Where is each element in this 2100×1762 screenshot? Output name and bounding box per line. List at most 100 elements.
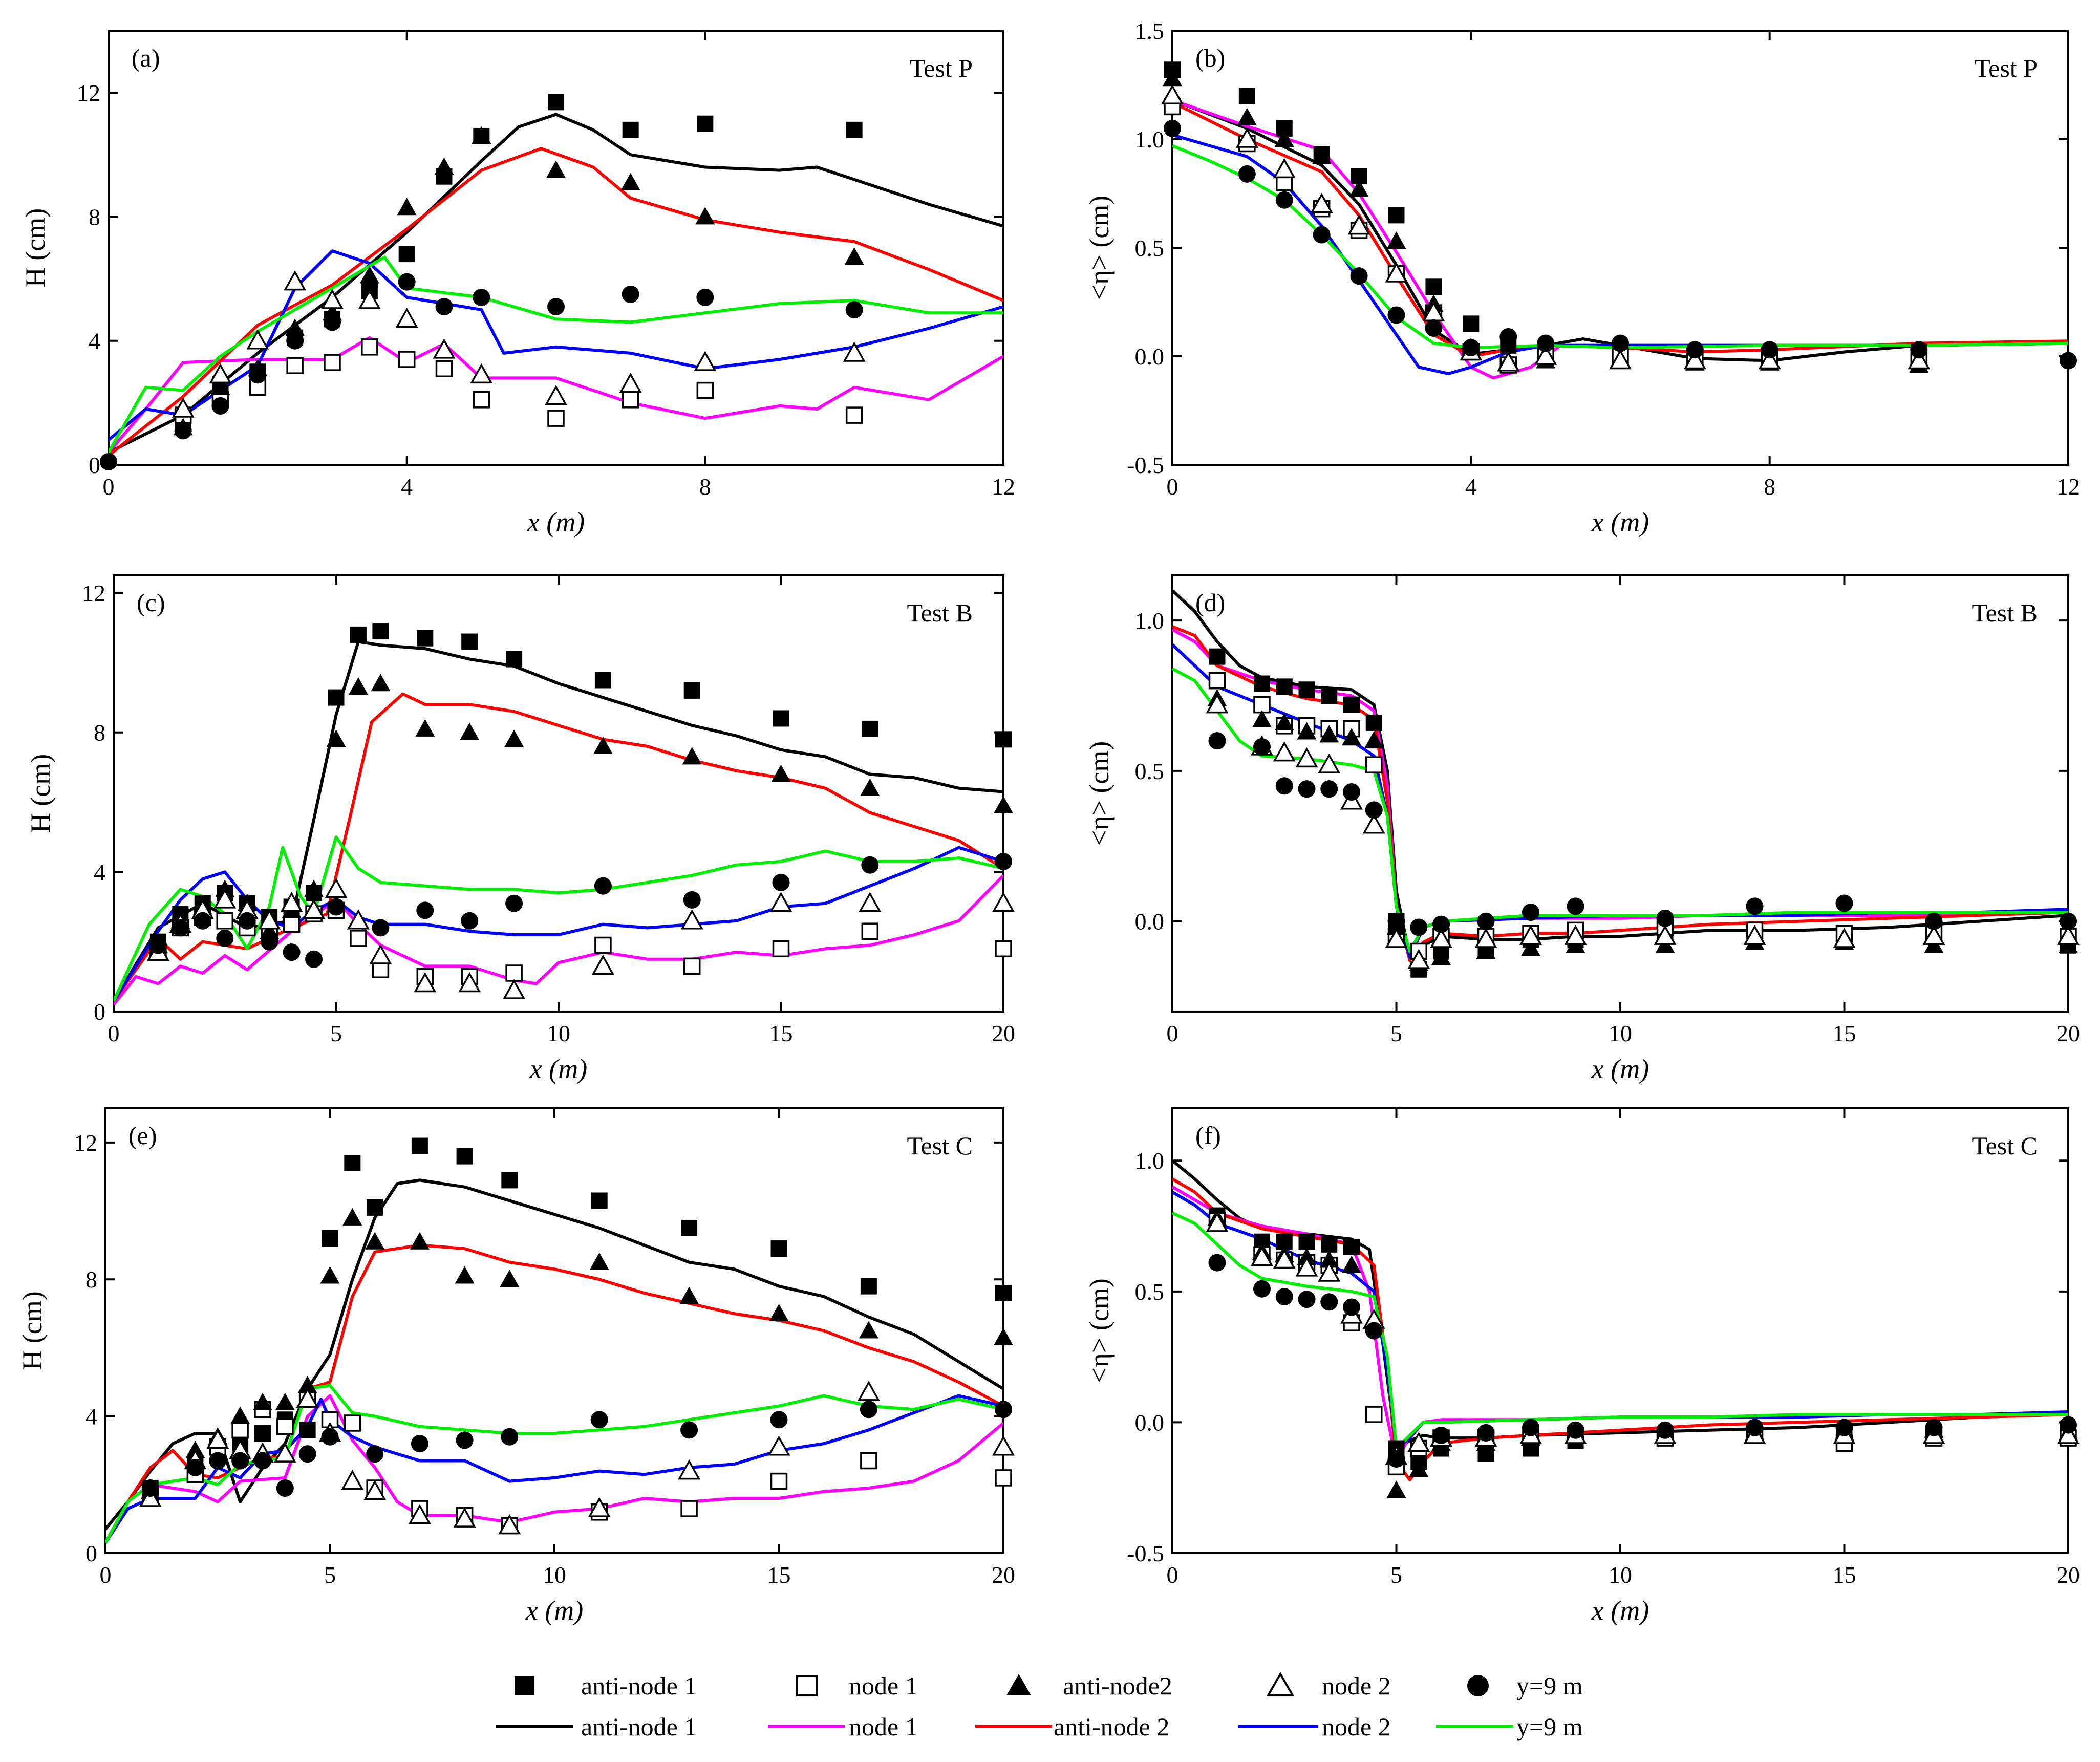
panel-f-point-node-2 — [2057, 1424, 2080, 1444]
panel-c-point-anti-node2 — [682, 747, 702, 765]
legend-y9-label: y=9 m — [1516, 1671, 1583, 1700]
panel-c-point-node-2 — [213, 888, 237, 909]
panel-e-point-anti-node-1 — [770, 1240, 787, 1257]
panel-e-point-node-1 — [995, 1469, 1012, 1487]
panel-d-point-anti-node2 — [1274, 713, 1294, 730]
panel-c-point-node-2 — [859, 892, 882, 912]
legend-anti-node2-marker — [1006, 1674, 1031, 1695]
panel-e-tag: (e) — [128, 1121, 157, 1150]
panel-b-point-y-9-m — [1686, 341, 1704, 359]
panel-b-xtick-label: 4 — [1465, 474, 1477, 500]
panel-f-point-y-9-m — [1567, 1421, 1584, 1439]
panel-d-xtick-label: 5 — [1390, 1020, 1402, 1046]
panel-d-point-anti-node-1 — [1276, 678, 1293, 695]
panel-b-point-anti-node2 — [1274, 130, 1294, 147]
panel-b-point-anti-node2 — [1163, 69, 1182, 87]
panel-f-point-node-2 — [1407, 1431, 1430, 1452]
legend: anti-node 1 node 1 anti-node2 node 2 y=9… — [496, 1671, 1583, 1741]
panel-d-point-y-9-m — [1925, 912, 1943, 930]
panel-e-point-node-1 — [276, 1417, 294, 1435]
panel-e-ytick-label: 0 — [85, 1540, 97, 1566]
panel-e-markers — [139, 1137, 1015, 1535]
panel-a-point-anti-node-1 — [548, 94, 564, 111]
panel-e-xtick-label: 20 — [992, 1562, 1015, 1588]
panel-f-point-anti-node2 — [1386, 1480, 1406, 1498]
panel-d-point-y-9-m — [1477, 912, 1495, 930]
panel-c-point-y-9-m — [505, 894, 523, 912]
panel-b-ytick-label: 1.5 — [1135, 18, 1165, 44]
panel-f-xtick-label: 10 — [1609, 1562, 1632, 1588]
panel-c-point-node-2 — [303, 898, 326, 919]
panel-a-line-anti-node-2 — [109, 147, 1003, 457]
panel-c-point-y-9-m — [238, 912, 256, 930]
panel-e-point-y-9-m — [411, 1435, 428, 1453]
panel-f-xtick-label: 20 — [2056, 1562, 2080, 1588]
panel-e-point-anti-node-1 — [591, 1192, 608, 1209]
panel-c-point-y-9-m — [149, 936, 167, 954]
panel-e-point-anti-node2 — [230, 1406, 250, 1424]
panel-e-point-anti-node-1 — [501, 1172, 518, 1189]
panel-f-point-y-9-m — [1298, 1291, 1316, 1308]
panel-e-point-node-2 — [206, 1428, 229, 1449]
panel-f-point-y-9-m — [1253, 1280, 1271, 1298]
panel-f-point-node-2 — [1273, 1248, 1296, 1269]
panel-d-xtick-label: 15 — [1833, 1020, 1856, 1046]
panel-a-point-y-9-m — [696, 288, 714, 306]
panel-b-point-anti-node-1 — [1425, 278, 1442, 295]
panel-e-point-anti-node2 — [365, 1232, 385, 1250]
panel-c-point-anti-node-1 — [350, 626, 367, 643]
panel-d: 0 5 10 15 20 0.0 0.5 1.0 x (m) <η> (cm) (d) Test B — [1084, 574, 2080, 1084]
panel-d-point-anti-node2 — [1476, 941, 1496, 959]
panel-e-point-anti-node2 — [252, 1392, 272, 1410]
panel-d-point-anti-node2 — [1252, 710, 1272, 728]
panel-b-point-anti-node2 — [1237, 108, 1257, 125]
panel-d-point-y-9-m — [1835, 894, 1853, 912]
panel-c-point-anti-node2 — [593, 736, 613, 754]
panel-c-point-anti-node2 — [304, 879, 324, 897]
panel-e-point-y-9-m — [366, 1445, 384, 1463]
panel-b-point-y-9-m — [1313, 226, 1331, 244]
panel-c-point-node-2 — [458, 972, 481, 993]
panel-c-point-anti-node-1 — [372, 623, 389, 640]
panel-e-point-anti-node-1 — [344, 1154, 361, 1171]
panel-d-xtick-label: 0 — [1167, 1020, 1178, 1046]
panel-a-point-y-9-m — [473, 288, 490, 306]
panel-a-point-node-2 — [843, 341, 866, 362]
panel-e-xtick-label: 10 — [543, 1562, 566, 1588]
panel-b-ylabel: <η> (cm) — [1084, 196, 1115, 300]
panel-c-point-y-9-m — [995, 852, 1012, 870]
panel-a-markers — [100, 94, 866, 470]
panel-a-ylabel: H (cm) — [20, 208, 51, 287]
panel-e-lines — [105, 1178, 1003, 1544]
panel-e-point-anti-node2 — [320, 1266, 340, 1284]
panel-e-point-node-2 — [363, 1480, 387, 1500]
panel-a-point-node-2 — [433, 338, 456, 359]
panel-d-point-y-9-m — [1253, 738, 1271, 756]
panel-d-point-y-9-m — [1410, 918, 1428, 936]
panel-c-point-node-2 — [992, 892, 1015, 912]
panel-a-point-anti-node2 — [472, 126, 491, 144]
legend-anti-node2-label: anti-node2 — [1063, 1671, 1172, 1700]
panel-d-point-node-2 — [1407, 949, 1430, 969]
panel-d-point-node-2 — [1430, 928, 1452, 948]
panel-d-point-node-2 — [1833, 928, 1856, 948]
legend-marker-row: anti-node 1 node 1 anti-node2 node 2 y=9… — [515, 1671, 1583, 1700]
panel-b-point-node-2 — [1534, 345, 1557, 365]
panel-b-point-y-9-m — [1164, 119, 1181, 137]
panel-c-ytick-label: 12 — [82, 580, 105, 606]
panel-f-point-anti-node2 — [1319, 1250, 1339, 1268]
panel-a-point-y-9-m — [360, 276, 378, 294]
panel-a-point-node-2 — [246, 329, 269, 350]
panel-e-point-y-9-m — [680, 1421, 698, 1439]
panel-f-xtick-label: 0 — [1167, 1562, 1178, 1588]
panel-c-point-anti-node2 — [326, 729, 346, 747]
panel-b-point-node-2 — [1347, 214, 1370, 235]
panel-b-point-node-2 — [1908, 349, 1931, 370]
panel-c-ytick-label: 4 — [94, 859, 105, 885]
panel-f-point-y-9-m — [1320, 1293, 1338, 1311]
panel-a-xtick-label: 0 — [103, 474, 115, 500]
panel-d-point-y-9-m — [1298, 780, 1316, 798]
panel-e-point-anti-node-1 — [995, 1284, 1012, 1301]
panel-a-point-node-1 — [286, 357, 304, 374]
